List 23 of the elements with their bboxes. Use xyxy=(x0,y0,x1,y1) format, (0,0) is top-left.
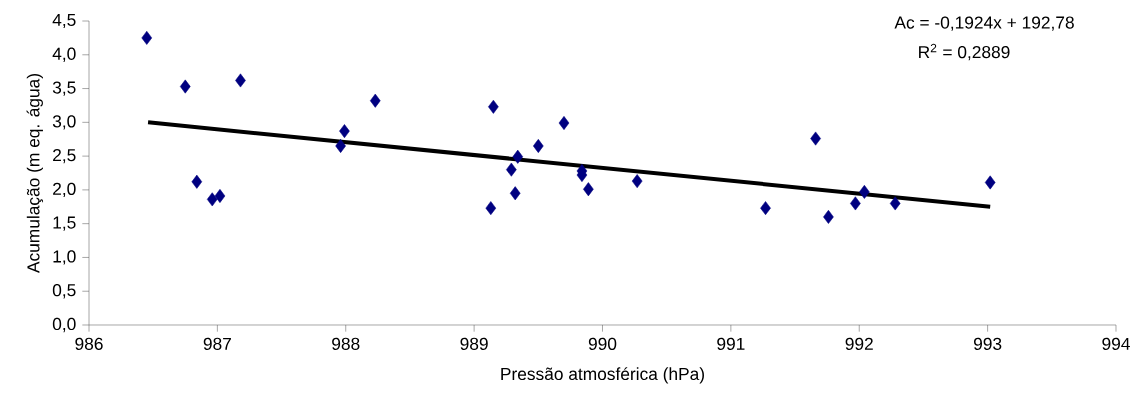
y-tick-label: 3,0 xyxy=(52,115,76,130)
x-axis-title: Pressão atmosférica (hPa) xyxy=(501,367,704,384)
y-tick-label: 2,0 xyxy=(53,182,76,198)
x-tick-label: 988 xyxy=(332,337,360,350)
y-tick-label: 0,5 xyxy=(52,284,76,299)
annotation: R$^{2}$ = 0,2889 xyxy=(919,43,1010,61)
y-tick-label: 3,5 xyxy=(52,81,76,96)
y-tick-label: 1,5 xyxy=(53,216,76,231)
x-tick-label: 987 xyxy=(203,337,231,350)
x-tick-label: 989 xyxy=(460,337,488,350)
x-tick-label: 990 xyxy=(588,337,617,350)
annotation: Ac = -0,1924x + 192,78 xyxy=(894,16,1074,31)
x-tick-label: 986 xyxy=(75,337,103,350)
y-tick-label: 1,0 xyxy=(53,250,76,265)
y-tick-label: 4,5 xyxy=(52,13,76,29)
y-tick-label: 4,0 xyxy=(52,47,76,62)
y-axis-title: Acumulação (m eq. água) xyxy=(26,74,44,273)
x-tick-label: 992 xyxy=(845,337,873,350)
y-tick-label: 2,5 xyxy=(53,148,76,164)
x-tick-label: 991 xyxy=(717,337,745,350)
x-tick-label: 993 xyxy=(973,337,1002,350)
x-tick-label: 994 xyxy=(1102,337,1130,350)
y-tick-label: 0,0 xyxy=(52,317,76,333)
